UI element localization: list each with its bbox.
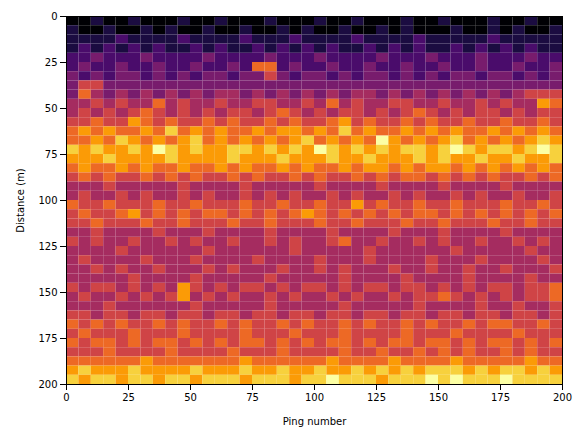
svg-text:Ping number: Ping number [283, 416, 347, 427]
svg-text:100: 100 [38, 195, 57, 206]
svg-text:50: 50 [45, 103, 58, 114]
svg-text:75: 75 [45, 149, 58, 160]
svg-text:175: 175 [491, 392, 510, 403]
svg-text:125: 125 [38, 241, 57, 252]
svg-text:25: 25 [45, 57, 58, 68]
svg-text:25: 25 [122, 392, 135, 403]
svg-text:0: 0 [63, 392, 69, 403]
svg-text:200: 200 [553, 392, 572, 403]
svg-text:Distance (m): Distance (m) [15, 168, 26, 233]
svg-text:150: 150 [38, 287, 57, 298]
svg-text:200: 200 [38, 379, 57, 390]
svg-text:150: 150 [429, 392, 448, 403]
svg-text:75: 75 [246, 392, 259, 403]
svg-text:175: 175 [38, 333, 57, 344]
svg-text:50: 50 [184, 392, 197, 403]
svg-text:100: 100 [305, 392, 324, 403]
svg-text:125: 125 [367, 392, 386, 403]
svg-text:0: 0 [51, 11, 57, 22]
